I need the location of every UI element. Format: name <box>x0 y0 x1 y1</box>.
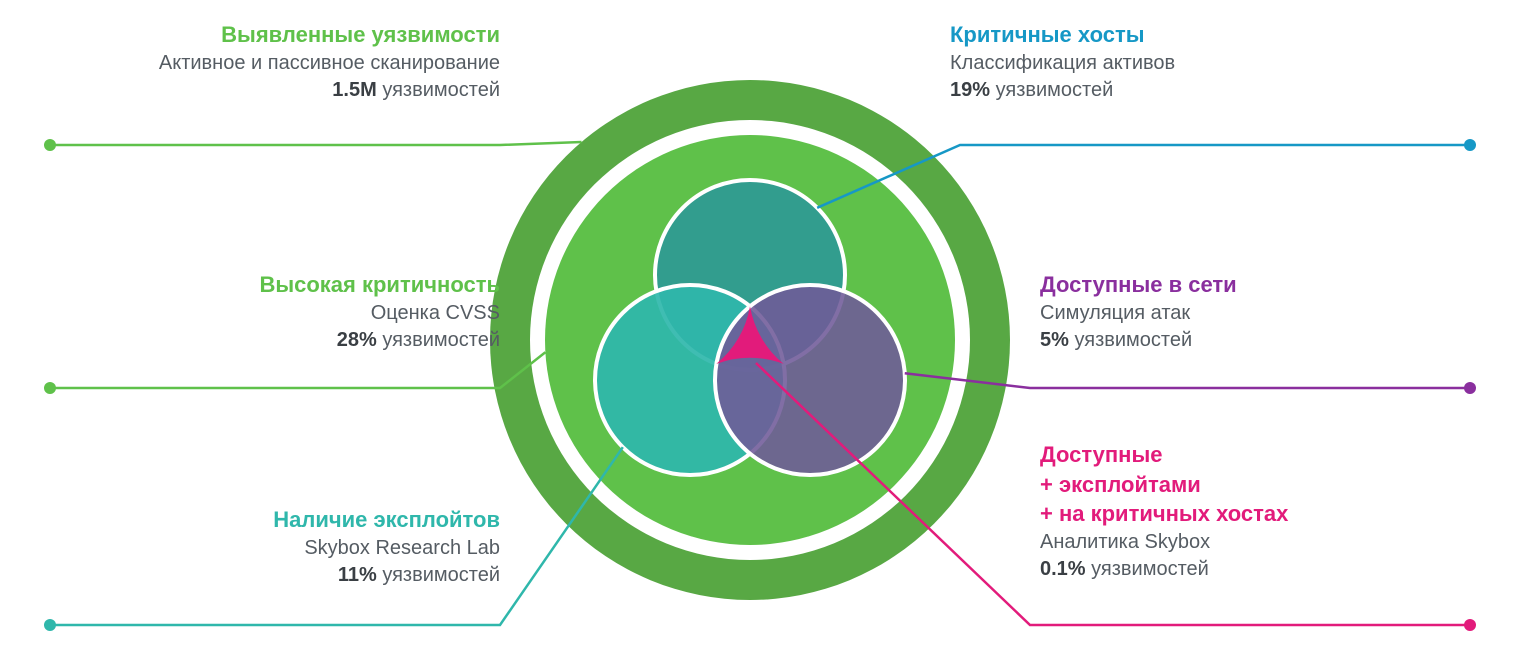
label-title: Наличие эксплойтов <box>273 505 500 535</box>
label-title-line: + эксплойтами <box>1040 470 1288 500</box>
label-subtitle: Симуляция атак <box>1040 300 1237 327</box>
label-subtitle: Классификация активов <box>950 50 1175 77</box>
label-title: Высокая критичность <box>259 270 500 300</box>
label-subtitle: Активное и пассивное сканирование <box>159 50 500 77</box>
label-subtitle: Оценка CVSS <box>259 300 500 327</box>
label-title-line: Доступные <box>1040 440 1288 470</box>
label-title: Критичные хосты <box>950 20 1175 50</box>
label-title: Выявленные уязвимости <box>159 20 500 50</box>
label-metric: 11% уязвимостей <box>273 562 500 589</box>
label-exploits-available: Наличие эксплойтовSkybox Research Lab11%… <box>273 505 500 589</box>
label-subtitle: Аналитика Skybox <box>1040 529 1288 556</box>
label-title: Доступные в сети <box>1040 270 1237 300</box>
label-discovered-vulns: Выявленные уязвимостиАктивное и пассивно… <box>159 20 500 104</box>
label-title-line: + на критичных хостах <box>1040 499 1288 529</box>
label-metric: 0.1% уязвимостей <box>1040 556 1288 583</box>
label-metric: 28% уязвимостей <box>259 327 500 354</box>
label-metric: 19% уязвимостей <box>950 77 1175 104</box>
label-metric: 5% уязвимостей <box>1040 327 1237 354</box>
label-high-criticality: Высокая критичностьОценка CVSS28% уязвим… <box>259 270 500 354</box>
infographic-stage: Выявленные уязвимостиАктивное и пассивно… <box>0 0 1520 648</box>
label-critical-hosts: Критичные хостыКлассификация активов19% … <box>950 20 1175 104</box>
label-subtitle: Skybox Research Lab <box>273 535 500 562</box>
label-exposed-intersection: Доступные+ эксплойтами+ на критичных хос… <box>1040 440 1288 583</box>
label-metric: 1.5M уязвимостей <box>159 77 500 104</box>
label-network-accessible: Доступные в сетиСимуляция атак5% уязвимо… <box>1040 270 1237 354</box>
venn-right-circle <box>715 285 905 475</box>
